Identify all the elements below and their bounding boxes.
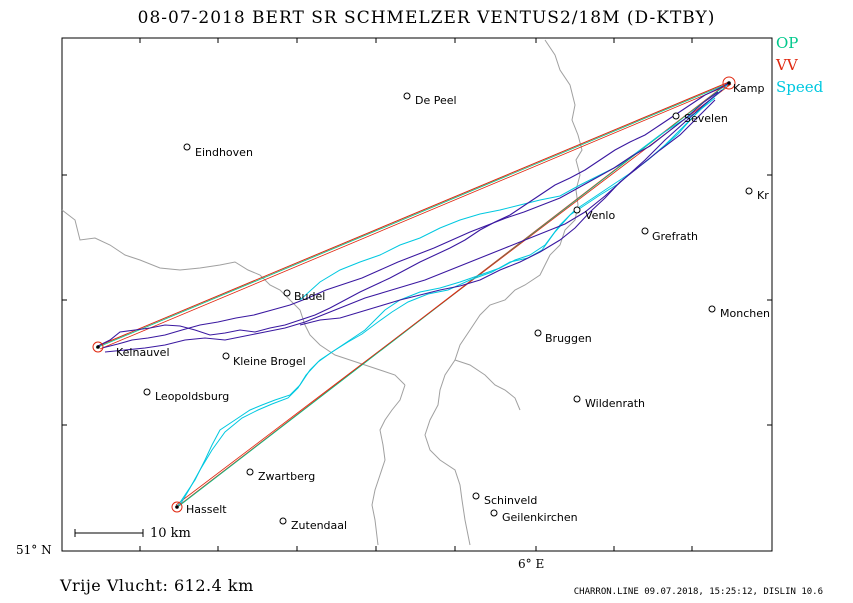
place-label-kr: Kr	[757, 189, 769, 202]
place-marker-kr	[745, 187, 753, 195]
place-marker-zwartberg	[246, 468, 254, 476]
place-marker-sevelen	[672, 112, 680, 120]
place-label-kelnauvel: Kelnauvel	[116, 346, 170, 359]
place-marker-eindhoven	[183, 143, 191, 151]
legend-speed: Speed	[776, 78, 824, 96]
place-marker-schinveld	[472, 492, 480, 500]
place-label-monchen: Monchen	[720, 307, 770, 320]
flight-track	[97, 82, 730, 353]
place-marker-de-peel	[403, 92, 411, 100]
place-label-grefrath: Grefrath	[652, 230, 698, 243]
place-label-sevelen: Sevelen	[684, 112, 728, 125]
place-marker-leopoldsburg	[143, 388, 151, 396]
place-label-zutendaal: Zutendaal	[291, 519, 348, 532]
latitude-label: 51° N	[16, 543, 52, 557]
turnpoint-kelnauvel	[92, 341, 104, 353]
place-marker-monchen	[708, 305, 716, 313]
place-marker-bruggen	[534, 329, 542, 337]
place-markers	[143, 92, 753, 525]
place-marker-kleine-brogel	[222, 352, 230, 360]
place-marker-geilenkirchen	[490, 509, 498, 517]
place-label-venlo: Venlo	[585, 209, 616, 222]
place-label-zwartberg: Zwartberg	[258, 470, 316, 483]
place-label-hasselt: Hasselt	[186, 503, 227, 516]
place-label-kamp: Kamp	[733, 82, 765, 95]
credit-label: CHARRON.LINE 09.07.2018, 15:25:12, DISLI…	[573, 587, 823, 597]
place-marker-grefrath	[641, 227, 649, 235]
place-label-bruggen: Bruggen	[545, 332, 592, 345]
scale-label: 10 km	[150, 526, 191, 541]
country-borders	[61, 39, 583, 546]
turnpoint-hasselt	[171, 501, 183, 513]
place-marker-wildenrath	[573, 395, 581, 403]
distance-label: Vrije Vlucht: 612.4 km	[60, 576, 254, 595]
map-frame	[61, 37, 773, 552]
map-title: 08-07-2018 BERT SR SCHMELZER VENTUS2/18M…	[137, 8, 716, 28]
place-label-kleine-brogel: Kleine Brogel	[233, 355, 306, 368]
place-marker-venlo	[573, 206, 581, 214]
place-label-leopoldsburg: Leopoldsburg	[155, 390, 230, 403]
place-label-geilenkirchen: Geilenkirchen	[502, 511, 578, 524]
place-label-wildenrath: Wildenrath	[585, 397, 646, 410]
place-marker-zutendaal	[279, 517, 287, 525]
place-label-de-peel: De Peel	[415, 94, 457, 107]
turnpoints	[92, 76, 736, 513]
turnpoint-kamp	[722, 76, 736, 90]
scale-bar	[74, 529, 144, 537]
place-label-eindhoven: Eindhoven	[195, 146, 253, 159]
place-label-budel: Budel	[294, 290, 326, 303]
axis-ticks	[62, 38, 772, 551]
turnpoint-dots	[96, 81, 731, 509]
longitude-label: 6° E	[518, 557, 545, 571]
legend-vv: VV	[776, 56, 798, 74]
place-label-schinveld: Schinveld	[484, 494, 538, 507]
place-marker-budel	[283, 289, 291, 297]
legend-op: OP	[776, 34, 799, 52]
